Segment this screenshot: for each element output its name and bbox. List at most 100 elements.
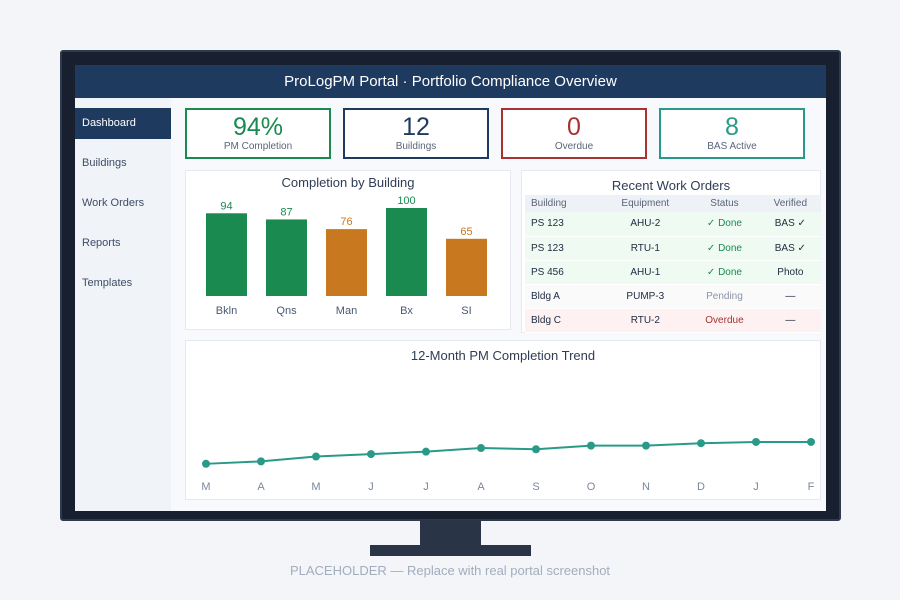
sidebar-item-templates[interactable]: Templates — [82, 277, 133, 289]
trend-line — [205, 440, 811, 465]
cell-status: Overdue — [689, 308, 760, 333]
trend-point — [202, 459, 210, 468]
x-tick-label: O — [587, 481, 596, 493]
bar-chart-panel: 94 Bkln 87 Qns 76 Man 100 Bx 65 SI Completion by … — [185, 170, 511, 330]
x-tick-label: SI — [461, 305, 471, 317]
x-tick-label: M — [311, 481, 320, 493]
cell-verified: BAS ✓ — [759, 236, 821, 261]
kpi-value: 0 — [567, 113, 581, 141]
table-row[interactable]: Bldg C RTU-2 Overdue — — [525, 308, 821, 333]
x-tick-label: Bkln — [216, 305, 237, 317]
cell-building: PS 123 — [525, 236, 602, 261]
kpi-card-bas-active: 8 BAS Active — [659, 108, 805, 159]
kpi-label: Overdue — [554, 141, 594, 152]
cell-status: ✓ Done — [689, 260, 760, 285]
trend-point — [587, 441, 595, 450]
bar-si — [446, 238, 487, 296]
bar-value-label: 94 — [220, 200, 232, 212]
x-tick-label: A — [257, 481, 265, 493]
x-tick-label: D — [697, 481, 705, 493]
bar-value-label: 65 — [460, 226, 472, 238]
bar-chart-title: Completion by Building — [281, 175, 415, 190]
x-tick-label: J — [423, 481, 429, 493]
column-header: Status — [689, 195, 760, 212]
trend-point — [642, 441, 650, 450]
kpi-label: PM Completion — [223, 141, 293, 152]
x-tick-label: M — [201, 481, 210, 493]
table-row[interactable]: PS 123 RTU-1 ✓ Done BAS ✓ — [525, 236, 821, 261]
trend-point — [312, 452, 320, 461]
sidebar-item-reports[interactable]: Reports — [82, 237, 121, 249]
kpi-value: 94% — [232, 113, 284, 141]
trend-point — [477, 444, 485, 453]
cell-building: PS 456 — [525, 260, 602, 285]
trend-chart-panel: 12-Month PM Completion Trend M A M J J A S O N D J… — [185, 340, 821, 500]
cell-equipment: RTU-1 — [601, 236, 690, 261]
x-tick-label: F — [808, 481, 815, 493]
cell-status: ✓ Done — [689, 236, 760, 261]
column-header: Equipment — [601, 195, 690, 212]
bar-chart: 94 Bkln 87 Qns 76 Man 100 Bx 65 SI — [206, 195, 487, 317]
table-row[interactable]: PS 123 AHU-2 ✓ Done BAS ✓ — [525, 212, 821, 237]
x-tick-label: Man — [336, 305, 357, 317]
portal-screen: ProLogPM Portal · Portfolio Compliance O… — [75, 65, 826, 511]
kpi-label: BAS Active — [707, 141, 757, 152]
kpi-card-overdue: 0 Overdue — [501, 108, 647, 159]
bar-bkln — [206, 213, 247, 296]
cell-equipment: AHU-2 — [601, 212, 690, 237]
sidebar-item-dashboard[interactable]: Dashboard — [75, 108, 171, 139]
cell-building: Bldg C — [525, 308, 602, 333]
cell-equipment: RTU-2 — [601, 308, 690, 333]
cell-verified: BAS ✓ — [759, 212, 821, 237]
trend-point — [697, 439, 705, 448]
bar-bx — [386, 208, 427, 296]
trend-point — [422, 447, 430, 456]
column-header: Building — [525, 195, 602, 212]
kpi-value: 12 — [402, 113, 430, 141]
work-orders-title: Recent Work Orders — [611, 178, 731, 193]
trend-point — [532, 445, 540, 454]
trend-point — [257, 457, 265, 466]
x-tick-label: A — [477, 481, 485, 493]
bar-value-label: 76 — [340, 216, 352, 228]
cell-equipment: PUMP-3 — [601, 284, 690, 309]
kpi-card-buildings: 12 Buildings — [343, 108, 489, 159]
sidebar-item-buildings[interactable]: Buildings — [82, 157, 127, 169]
monitor-base — [370, 545, 531, 556]
cell-status: ✓ Done — [689, 212, 760, 237]
trend-point — [807, 437, 815, 446]
column-header: Verified — [759, 195, 821, 212]
x-tick-label: Qns — [276, 305, 297, 317]
kpi-card-pm-completion: 94% PM Completion — [185, 108, 331, 159]
cell-verified: — — [759, 284, 821, 309]
table-row[interactable]: PS 456 AHU-1 ✓ Done Photo — [525, 260, 821, 285]
cell-verified: — — [759, 308, 821, 333]
cell-building: PS 123 — [525, 212, 602, 237]
x-tick-label: N — [642, 481, 650, 493]
trend-point — [367, 450, 375, 459]
monitor-stand — [420, 520, 481, 546]
x-tick-label: S — [532, 481, 539, 493]
sidebar-item-work-orders[interactable]: Work Orders — [82, 197, 145, 209]
x-tick-label: J — [753, 481, 759, 493]
sidebar: Dashboard Buildings Work Orders Reports Temp… — [75, 98, 171, 511]
bar-value-label: 100 — [397, 195, 415, 207]
trend-point — [752, 437, 760, 446]
cell-verified: Photo — [759, 260, 821, 285]
trend-chart-title: 12-Month PM Completion Trend — [410, 348, 596, 363]
bar-qns — [266, 219, 307, 296]
kpi-label: Buildings — [395, 141, 437, 152]
cell-building: Bldg A — [525, 284, 602, 309]
x-tick-label: Bx — [400, 305, 413, 317]
cell-status: Pending — [689, 284, 760, 309]
cell-equipment: AHU-1 — [601, 260, 690, 285]
work-orders-table: Building Equipment Status Verified PS 123 AHU… — [525, 195, 821, 333]
work-orders-panel: Recent Work Orders Building Equipment Stat… — [521, 170, 821, 333]
bar-man — [326, 229, 367, 296]
x-tick-label: J — [368, 481, 374, 493]
bar-value-label: 87 — [280, 206, 292, 218]
page-title: ProLogPM Portal · Portfolio Compliance O… — [75, 65, 826, 98]
table-row[interactable]: Bldg A PUMP-3 Pending — — [525, 284, 821, 309]
placeholder-caption: PLACEHOLDER — Replace with real portal s… — [289, 563, 611, 578]
